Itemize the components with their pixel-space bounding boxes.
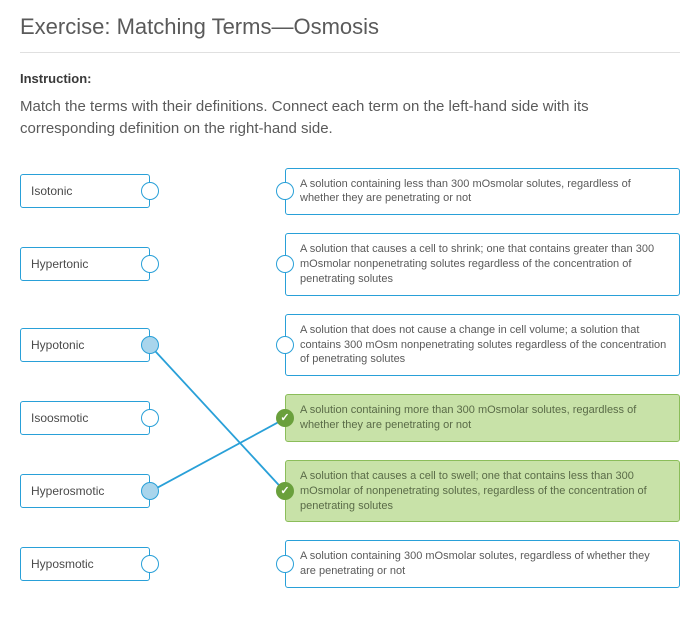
- term-label: Isoosmotic: [31, 411, 88, 425]
- instruction-label: Instruction:: [20, 71, 680, 86]
- definition-d4[interactable]: ✓A solution that causes a cell to swell;…: [285, 460, 680, 523]
- term-label: Hypotonic: [31, 338, 84, 352]
- definition-d0[interactable]: A solution containing less than 300 mOsm…: [285, 168, 680, 216]
- term-hyperosmotic[interactable]: Hyperosmotic: [20, 474, 150, 508]
- definition-connector-d3[interactable]: ✓: [276, 409, 294, 427]
- definition-d1[interactable]: A solution that causes a cell to shrink;…: [285, 233, 680, 296]
- definition-text: A solution that does not cause a change …: [300, 323, 667, 368]
- match-row: Hyperosmotic✓A solution that causes a ce…: [20, 460, 680, 523]
- definition-d2[interactable]: A solution that does not cause a change …: [285, 314, 680, 377]
- check-icon: ✓: [280, 411, 289, 426]
- term-isoosmotic[interactable]: Isoosmotic: [20, 401, 150, 435]
- match-row: Hyposmotic A solution containing 300 mOsm…: [20, 540, 680, 588]
- definition-connector-d5[interactable]: [276, 555, 294, 573]
- term-hyposmotic[interactable]: Hyposmotic: [20, 547, 150, 581]
- term-hypertonic[interactable]: Hypertonic: [20, 247, 150, 281]
- term-connector-isotonic[interactable]: [141, 182, 159, 200]
- instruction-text: Match the terms with their definitions. …: [20, 96, 680, 140]
- term-connector-hypotonic[interactable]: [141, 336, 159, 354]
- term-label: Hyperosmotic: [31, 484, 104, 498]
- term-connector-hypertonic[interactable]: [141, 255, 159, 273]
- term-label: Isotonic: [31, 184, 72, 198]
- match-row: Hypertonic A solution that causes a cell …: [20, 233, 680, 296]
- definition-connector-d0[interactable]: [276, 182, 294, 200]
- check-icon: ✓: [280, 484, 289, 499]
- definition-text: A solution containing less than 300 mOsm…: [300, 177, 667, 207]
- term-isotonic[interactable]: Isotonic: [20, 174, 150, 208]
- definition-text: A solution that causes a cell to shrink;…: [300, 242, 667, 287]
- term-connector-hyperosmotic[interactable]: [141, 482, 159, 500]
- definition-d3[interactable]: ✓A solution containing more than 300 mOs…: [285, 394, 680, 442]
- definition-connector-d4[interactable]: ✓: [276, 482, 294, 500]
- definition-text: A solution containing more than 300 mOsm…: [300, 403, 667, 433]
- matching-area: Isotonic A solution containing less than …: [20, 168, 680, 589]
- term-label: Hyposmotic: [31, 557, 94, 571]
- term-hypotonic[interactable]: Hypotonic: [20, 328, 150, 362]
- match-row: Hypotonic A solution that does not cause …: [20, 314, 680, 377]
- definition-text: A solution containing 300 mOsmolar solut…: [300, 549, 667, 579]
- definition-d5[interactable]: A solution containing 300 mOsmolar solut…: [285, 540, 680, 588]
- match-row: Isoosmotic✓A solution containing more th…: [20, 394, 680, 442]
- term-label: Hypertonic: [31, 257, 88, 271]
- definition-text: A solution that causes a cell to swell; …: [300, 469, 667, 514]
- matching-rows: Isotonic A solution containing less than …: [20, 168, 680, 589]
- term-connector-isoosmotic[interactable]: [141, 409, 159, 427]
- match-row: Isotonic A solution containing less than …: [20, 168, 680, 216]
- definition-connector-d1[interactable]: [276, 255, 294, 273]
- exercise-container: Exercise: Matching Terms—Osmosis Instruc…: [0, 0, 700, 626]
- definition-connector-d2[interactable]: [276, 336, 294, 354]
- term-connector-hyposmotic[interactable]: [141, 555, 159, 573]
- page-title: Exercise: Matching Terms—Osmosis: [20, 0, 680, 53]
